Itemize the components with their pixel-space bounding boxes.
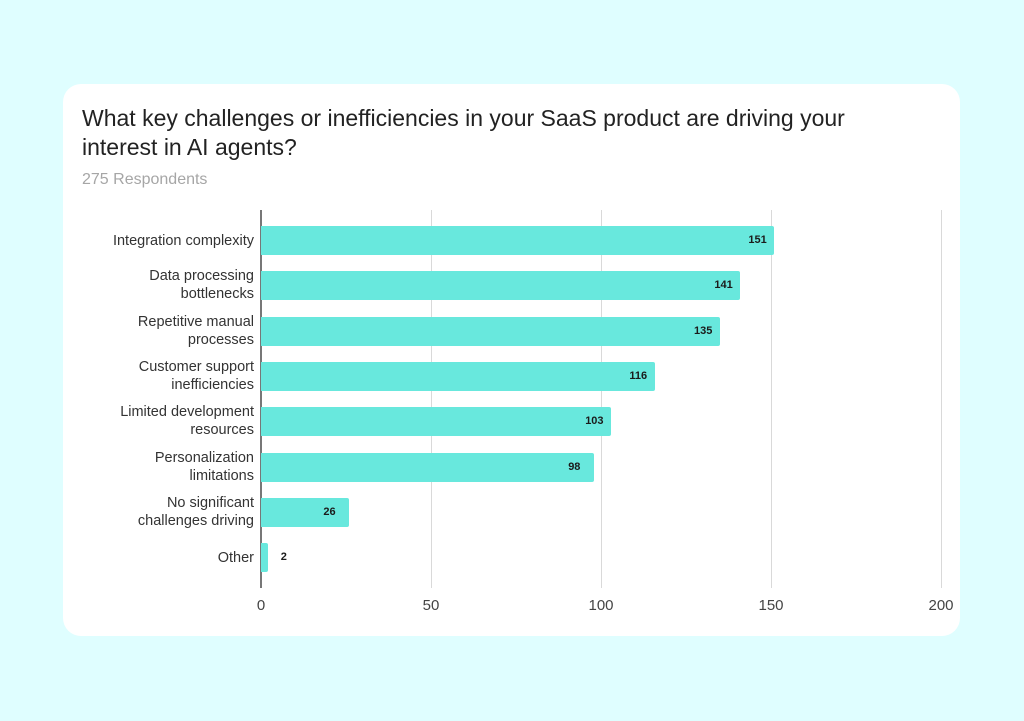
x-tick-label: 150 <box>758 597 784 614</box>
category-label: Data processing bottlenecks <box>149 268 254 302</box>
bar <box>261 226 775 255</box>
category-label: Personalization limitations <box>154 450 254 484</box>
bar <box>261 317 720 346</box>
bar <box>261 271 741 300</box>
respondent-count: 275 Respondents <box>82 171 208 188</box>
bar-value-label: 26 <box>323 506 336 518</box>
category-label: Limited development resources <box>120 404 254 438</box>
category-label: Customer support inefficiencies <box>138 359 254 393</box>
bar <box>261 498 350 527</box>
category-label: Repetitive manual processes <box>137 314 254 348</box>
chart-title: What key challenges or inefficiencies in… <box>82 105 845 160</box>
bar <box>261 543 268 572</box>
bar-value-label: 141 <box>714 279 733 291</box>
chart-card <box>63 84 960 636</box>
bar-value-label: 2 <box>280 551 287 563</box>
gridline-100 <box>601 210 602 588</box>
x-tick-label: 50 <box>422 597 440 614</box>
bar-value-label: 103 <box>585 415 604 427</box>
bar-value-label: 135 <box>694 325 713 337</box>
x-tick-label: 100 <box>588 597 614 614</box>
x-tick-label: 200 <box>928 597 954 614</box>
category-label: Integration complexity <box>112 233 254 249</box>
bar <box>261 362 656 391</box>
y-axis-line <box>260 210 262 588</box>
gridline-150 <box>771 210 772 588</box>
bar-value-label: 98 <box>568 461 581 473</box>
bar-value-label: 151 <box>748 234 767 246</box>
category-label: Other <box>217 550 254 566</box>
category-label: No significant challenges driving <box>137 495 254 529</box>
x-tick-label: 0 <box>256 597 266 614</box>
gridline-50 <box>431 210 432 588</box>
gridline-200 <box>941 210 942 588</box>
bar <box>261 407 612 436</box>
bar <box>261 453 595 482</box>
bar-value-label: 116 <box>629 370 648 382</box>
